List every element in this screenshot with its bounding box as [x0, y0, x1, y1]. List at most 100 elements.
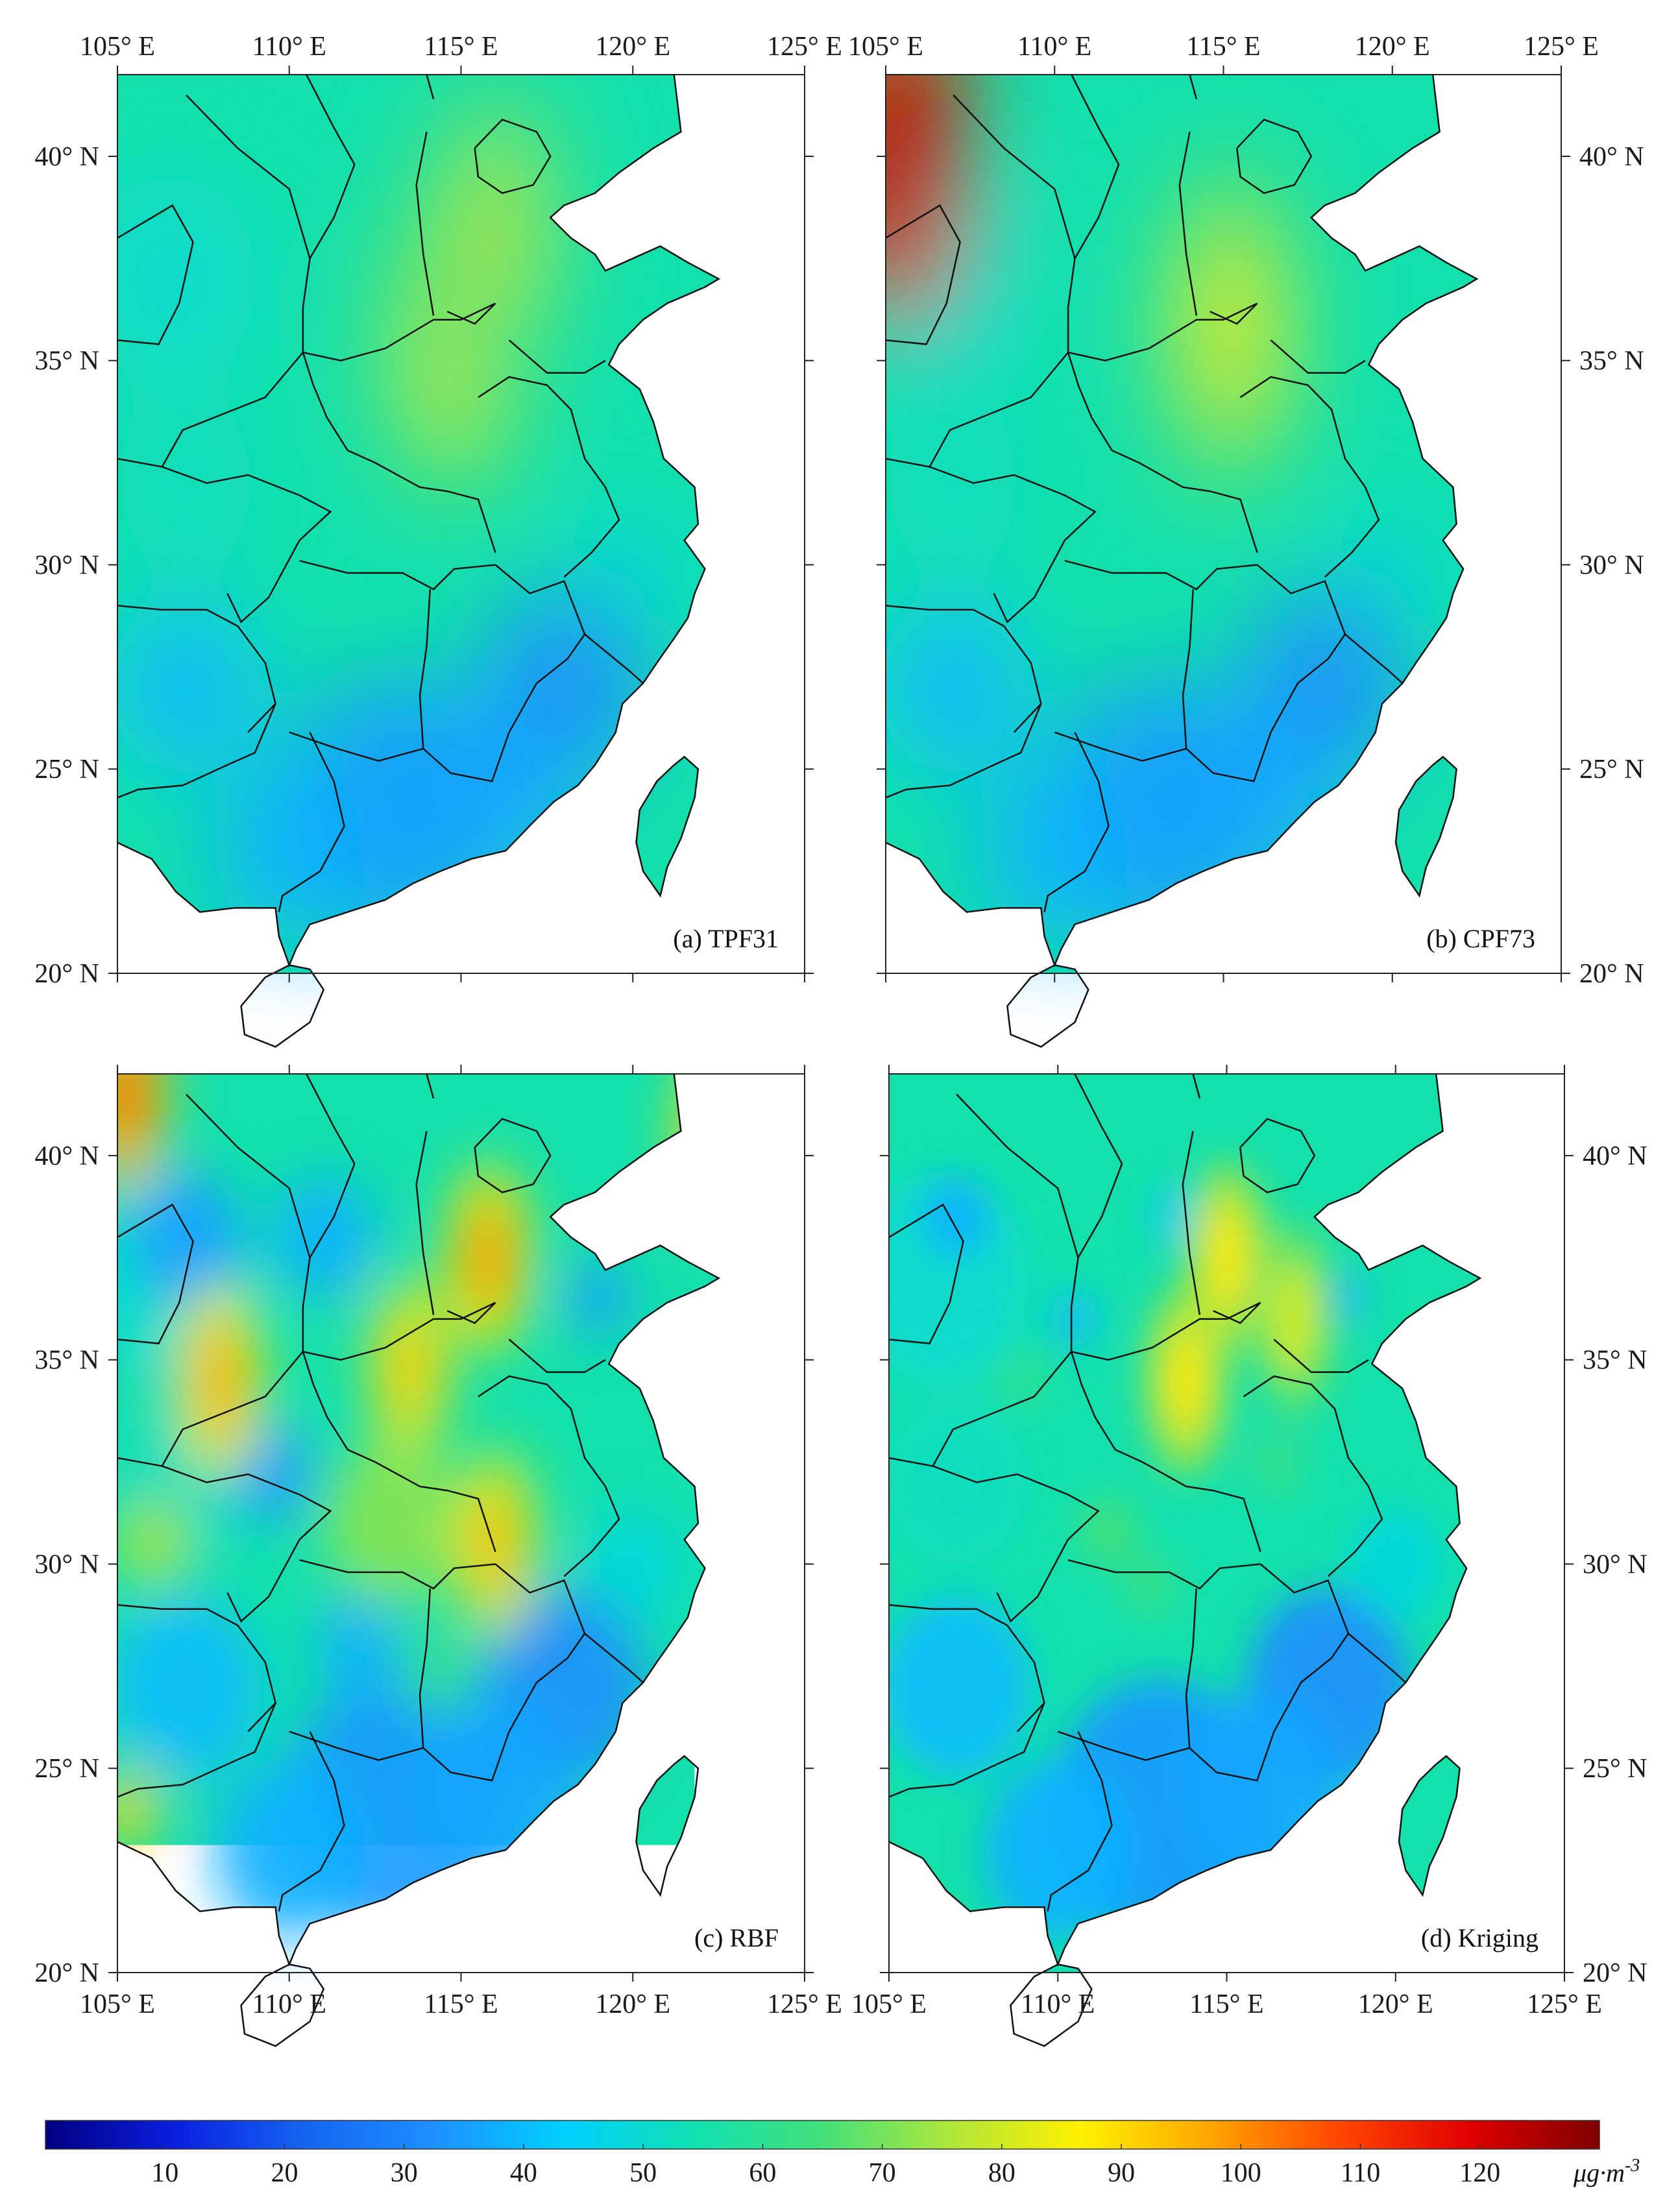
field-region — [923, 1176, 990, 1258]
lat-tick-label: 30° N — [1579, 550, 1644, 580]
lon-tick-label: 110° E — [252, 32, 326, 62]
field-region — [117, 402, 255, 565]
field-region — [879, 598, 1028, 777]
field-region — [324, 1442, 461, 1605]
lat-tick-label: 30° N — [1583, 1550, 1648, 1579]
map-panels: 105° E 110° E 115° E 120° E 125° E 40° N 35° N… — [34, 0, 1647, 2046]
lat-tick-label: 35° N — [1583, 1346, 1648, 1376]
hotspot — [388, 1313, 432, 1423]
colorbar: 10 20 30 40 50 60 70 80 90 100 110 120 μg·m-3 — [45, 2121, 1640, 2188]
field-region — [110, 1597, 261, 1777]
lon-tick-label: 120° E — [595, 1989, 670, 2019]
lat-tick-label: 20° N — [34, 1958, 99, 1988]
lon-tick-label: 115° E — [1189, 1989, 1263, 2019]
field-region — [1082, 1499, 1136, 1564]
lat-tick-label: 30° N — [34, 550, 99, 580]
hotspot — [199, 1325, 242, 1435]
field-region — [114, 1499, 189, 1589]
lat-tick-label: 20° N — [1583, 1958, 1648, 1988]
field-region — [886, 402, 1021, 565]
field-region — [1125, 1556, 1173, 1613]
lon-tick-label: 120° E — [595, 32, 670, 62]
lat-tick-label: 25° N — [1579, 755, 1644, 784]
colorbar-unit-base: μg·m — [1573, 2158, 1625, 2187]
lat-tick-label: 20° N — [34, 959, 99, 989]
colorbar-tick-label: 90 — [1108, 2158, 1135, 2188]
lon-tick-label: 110° E — [1021, 1989, 1095, 2019]
field-region — [568, 1262, 629, 1335]
lon-tick-label: 120° E — [1355, 32, 1430, 62]
lat-tick-label: 40° N — [34, 142, 99, 172]
lon-tick-label: 125° E — [1527, 1989, 1602, 2019]
hainan-outline — [1007, 965, 1088, 1047]
lon-tick-label: 105° E — [80, 1989, 155, 2019]
panel-label: (b) CPF73 — [1426, 924, 1535, 953]
lon-tick-label: 105° E — [848, 32, 923, 62]
map-panel-d: 105° E 110° E 115° E 120° E 125° E 40° N 35° N… — [851, 1065, 1648, 2046]
hotspot — [1165, 1325, 1208, 1435]
hotspot — [467, 1202, 511, 1313]
colorbar-tick-label: 50 — [629, 2158, 657, 2188]
lat-tick-label: 35° N — [34, 346, 99, 376]
field-region — [585, 507, 681, 622]
colorbar-unit: μg·m-3 — [1573, 2156, 1640, 2187]
panel-label: (a) TPF31 — [673, 924, 779, 953]
colorbar-tick-label: 110 — [1341, 2158, 1380, 2188]
lon-tick-label: 115° E — [424, 1989, 498, 2019]
map-panel-a: 105° E 110° E 115° E 120° E 125° E 40° N 35° N… — [34, 32, 842, 1047]
field-region — [317, 1597, 399, 1695]
lat-tick-label: 35° N — [34, 1346, 99, 1376]
colorbar-unit-exponent: -3 — [1625, 2156, 1640, 2176]
colorbar-tick-label: 10 — [151, 2158, 178, 2188]
map-panel-c: 105° E 110° E 115° E 120° E 125° E 40° N 35° N… — [34, 999, 842, 2046]
field-region — [110, 598, 261, 777]
field-region — [1345, 507, 1440, 622]
hainan-outline — [241, 965, 324, 1047]
field-region — [1051, 1291, 1099, 1348]
map-panel-b: 105° E 110° E 115° E 120° E 125° E 40° N 35° N… — [820, 0, 1644, 1047]
lon-tick-label: 115° E — [424, 32, 498, 62]
lat-tick-label: 30° N — [34, 1550, 99, 1579]
field-region — [889, 1401, 1024, 1564]
lon-tick-label: 110° E — [1017, 32, 1091, 62]
lon-tick-label: 105° E — [80, 32, 155, 62]
panel-label: (c) RBF — [694, 1923, 779, 1952]
colorbar-tick-label: 80 — [988, 2158, 1015, 2188]
field-region — [131, 1172, 241, 1302]
field-region — [1250, 1429, 1304, 1495]
panel-label: (d) Kriging — [1421, 1923, 1538, 1952]
colorbar-tick-label: 60 — [749, 2158, 776, 2188]
hotspot — [1206, 1202, 1248, 1313]
lat-tick-label: 25° N — [34, 1754, 99, 1784]
lat-tick-label: 25° N — [34, 755, 99, 784]
lon-tick-label: 110° E — [252, 1989, 326, 2019]
field-region — [80, 173, 258, 385]
hotspot — [858, 58, 934, 254]
colorbar-tick-label: 70 — [869, 2158, 896, 2188]
lat-tick-label: 25° N — [1583, 1754, 1648, 1784]
hotspot — [1193, 230, 1269, 426]
colorbar-tick-label: 20 — [271, 2158, 298, 2188]
lon-tick-label: 120° E — [1358, 1989, 1433, 2019]
field-region — [1004, 1355, 1044, 1405]
lon-tick-label: 125° E — [1524, 32, 1599, 62]
hotspot — [457, 132, 534, 328]
field-region — [585, 1507, 681, 1621]
lon-tick-label: 125° E — [767, 1989, 842, 2019]
colorbar-tick-label: 120 — [1459, 2158, 1500, 2188]
colorbar-tick-label: 40 — [510, 2158, 537, 2188]
field-region — [882, 1597, 1031, 1777]
lon-tick-label: 105° E — [851, 1989, 927, 2019]
field-region — [97, 1773, 158, 1846]
field-region — [1348, 1507, 1443, 1621]
field-region — [402, 1633, 471, 1715]
field-region — [272, 1176, 375, 1298]
lat-tick-label: 40° N — [1579, 142, 1644, 172]
lat-tick-label: 40° N — [1583, 1141, 1648, 1171]
colorbar-tick-label: 100 — [1221, 2158, 1261, 2188]
colorbar-tick-label: 30 — [391, 2158, 418, 2188]
lat-tick-label: 35° N — [1579, 346, 1644, 376]
lat-tick-label: 40° N — [34, 1141, 99, 1171]
lon-tick-label: 115° E — [1186, 32, 1260, 62]
